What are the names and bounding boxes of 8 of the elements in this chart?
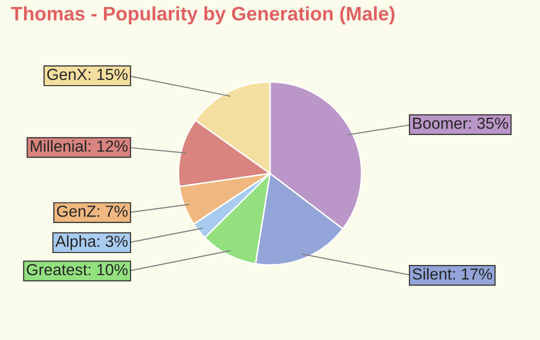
chart-title: Thomas - Popularity by Generation (Male) bbox=[11, 6, 394, 24]
slice-label: Boomer: 35% bbox=[413, 118, 508, 129]
slice-label: Greatest: 10% bbox=[26, 264, 128, 276]
slice-label: GenX: 15% bbox=[47, 68, 128, 80]
slice-label: GenZ: 7% bbox=[57, 206, 128, 217]
slice-label: Millenial: 12% bbox=[30, 140, 128, 152]
slice-label: Alpha: 3% bbox=[55, 235, 128, 250]
slice-label: Silent: 17% bbox=[412, 268, 492, 280]
